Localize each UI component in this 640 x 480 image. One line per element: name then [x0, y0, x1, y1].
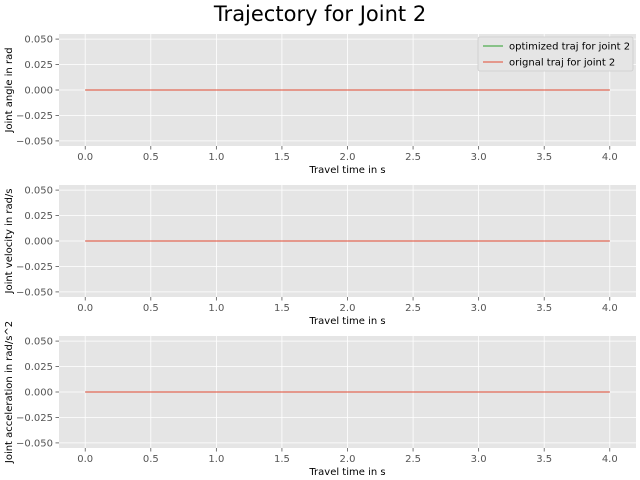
- legend-entry: orignal traj for joint 2: [509, 58, 615, 69]
- x-tick-label: 1.5: [274, 152, 290, 163]
- x-tick-label: 1.0: [208, 303, 224, 314]
- x-tick-label: 3.5: [536, 454, 552, 465]
- x-tick-label: 1.5: [274, 303, 290, 314]
- legend-box: [477, 36, 634, 72]
- y-tick-label: 0.000: [24, 388, 53, 399]
- y-axis-label: Joint angle in rad: [4, 47, 15, 133]
- y-tick-label: −0.050: [16, 136, 53, 147]
- x-axis-label: Travel time in s: [308, 467, 385, 478]
- y-tick-label: 0.025: [24, 60, 53, 71]
- subplot-2: 0.0 0.5 1.0 1.5 2.0 2.5 3.0 3.5 4.0 0.050 0.025 0.0…: [4, 185, 636, 327]
- x-tick-label: 3.0: [471, 152, 487, 163]
- x-tick-label: 2.0: [340, 303, 356, 314]
- legend-entry: optimized traj for joint 2: [509, 42, 630, 53]
- x-tick-label: 4.0: [602, 454, 618, 465]
- x-tick-label: 2.5: [405, 152, 421, 163]
- y-tick-label: −0.050: [16, 438, 53, 449]
- y-tick-label: 0.050: [24, 35, 53, 46]
- y-tick-label: 0.050: [24, 337, 53, 348]
- x-tick-label: 3.0: [471, 454, 487, 465]
- y-axis-label: Joint velocity in rad/s: [4, 188, 15, 294]
- x-tick-label: 0.0: [77, 303, 93, 314]
- x-tick-label: 0.0: [77, 152, 93, 163]
- x-tick-label: 4.0: [602, 152, 618, 163]
- y-tick-label: 0.000: [24, 237, 53, 248]
- y-tick-label: 0.025: [24, 211, 53, 222]
- figure-title: Trajectory for Joint 2: [213, 2, 426, 26]
- x-tick-label: 1.0: [208, 454, 224, 465]
- y-tick-label: 0.050: [24, 186, 53, 197]
- x-tick-label: 3.5: [536, 303, 552, 314]
- x-tick-label: 2.5: [405, 303, 421, 314]
- subplot-1: 0.0 0.5 1.0 1.5 2.0 2.5 3.0 3.5 4.0 0.050 0.025 0.0…: [4, 34, 636, 176]
- x-tick-label: 1.0: [208, 152, 224, 163]
- x-tick-label: 0.0: [77, 454, 93, 465]
- x-tick-label: 4.0: [602, 303, 618, 314]
- x-tick-label: 2.5: [405, 454, 421, 465]
- x-axis-label: Travel time in s: [308, 316, 385, 327]
- x-tick-label: 0.5: [143, 454, 159, 465]
- x-tick-label: 1.5: [274, 454, 290, 465]
- y-tick-label: −0.025: [16, 111, 53, 122]
- x-tick-label: 0.5: [143, 152, 159, 163]
- x-tick-label: 2.0: [340, 454, 356, 465]
- y-tick-label: −0.050: [16, 287, 53, 298]
- subplots: 0.0 0.5 1.0 1.5 2.0 2.5 3.0 3.5 4.0 0.050 0.025 0.0…: [4, 34, 636, 478]
- legend: optimized traj for joint 2 orignal traj f…: [477, 36, 634, 72]
- y-tick-label: −0.025: [16, 413, 53, 424]
- x-axis-label: Travel time in s: [308, 165, 385, 176]
- x-tick-label: 3.0: [471, 303, 487, 314]
- y-tick-label: 0.025: [24, 362, 53, 373]
- x-tick-label: 0.5: [143, 303, 159, 314]
- x-tick-label: 2.0: [340, 152, 356, 163]
- y-tick-label: 0.000: [24, 86, 53, 97]
- y-axis-label: Joint acceleration in rad/s^2: [4, 321, 15, 464]
- subplot-3: 0.0 0.5 1.0 1.5 2.0 2.5 3.0 3.5 4.0 0.050 0.025 0.0…: [4, 321, 636, 478]
- x-tick-label: 3.5: [536, 152, 552, 163]
- y-tick-label: −0.025: [16, 262, 53, 273]
